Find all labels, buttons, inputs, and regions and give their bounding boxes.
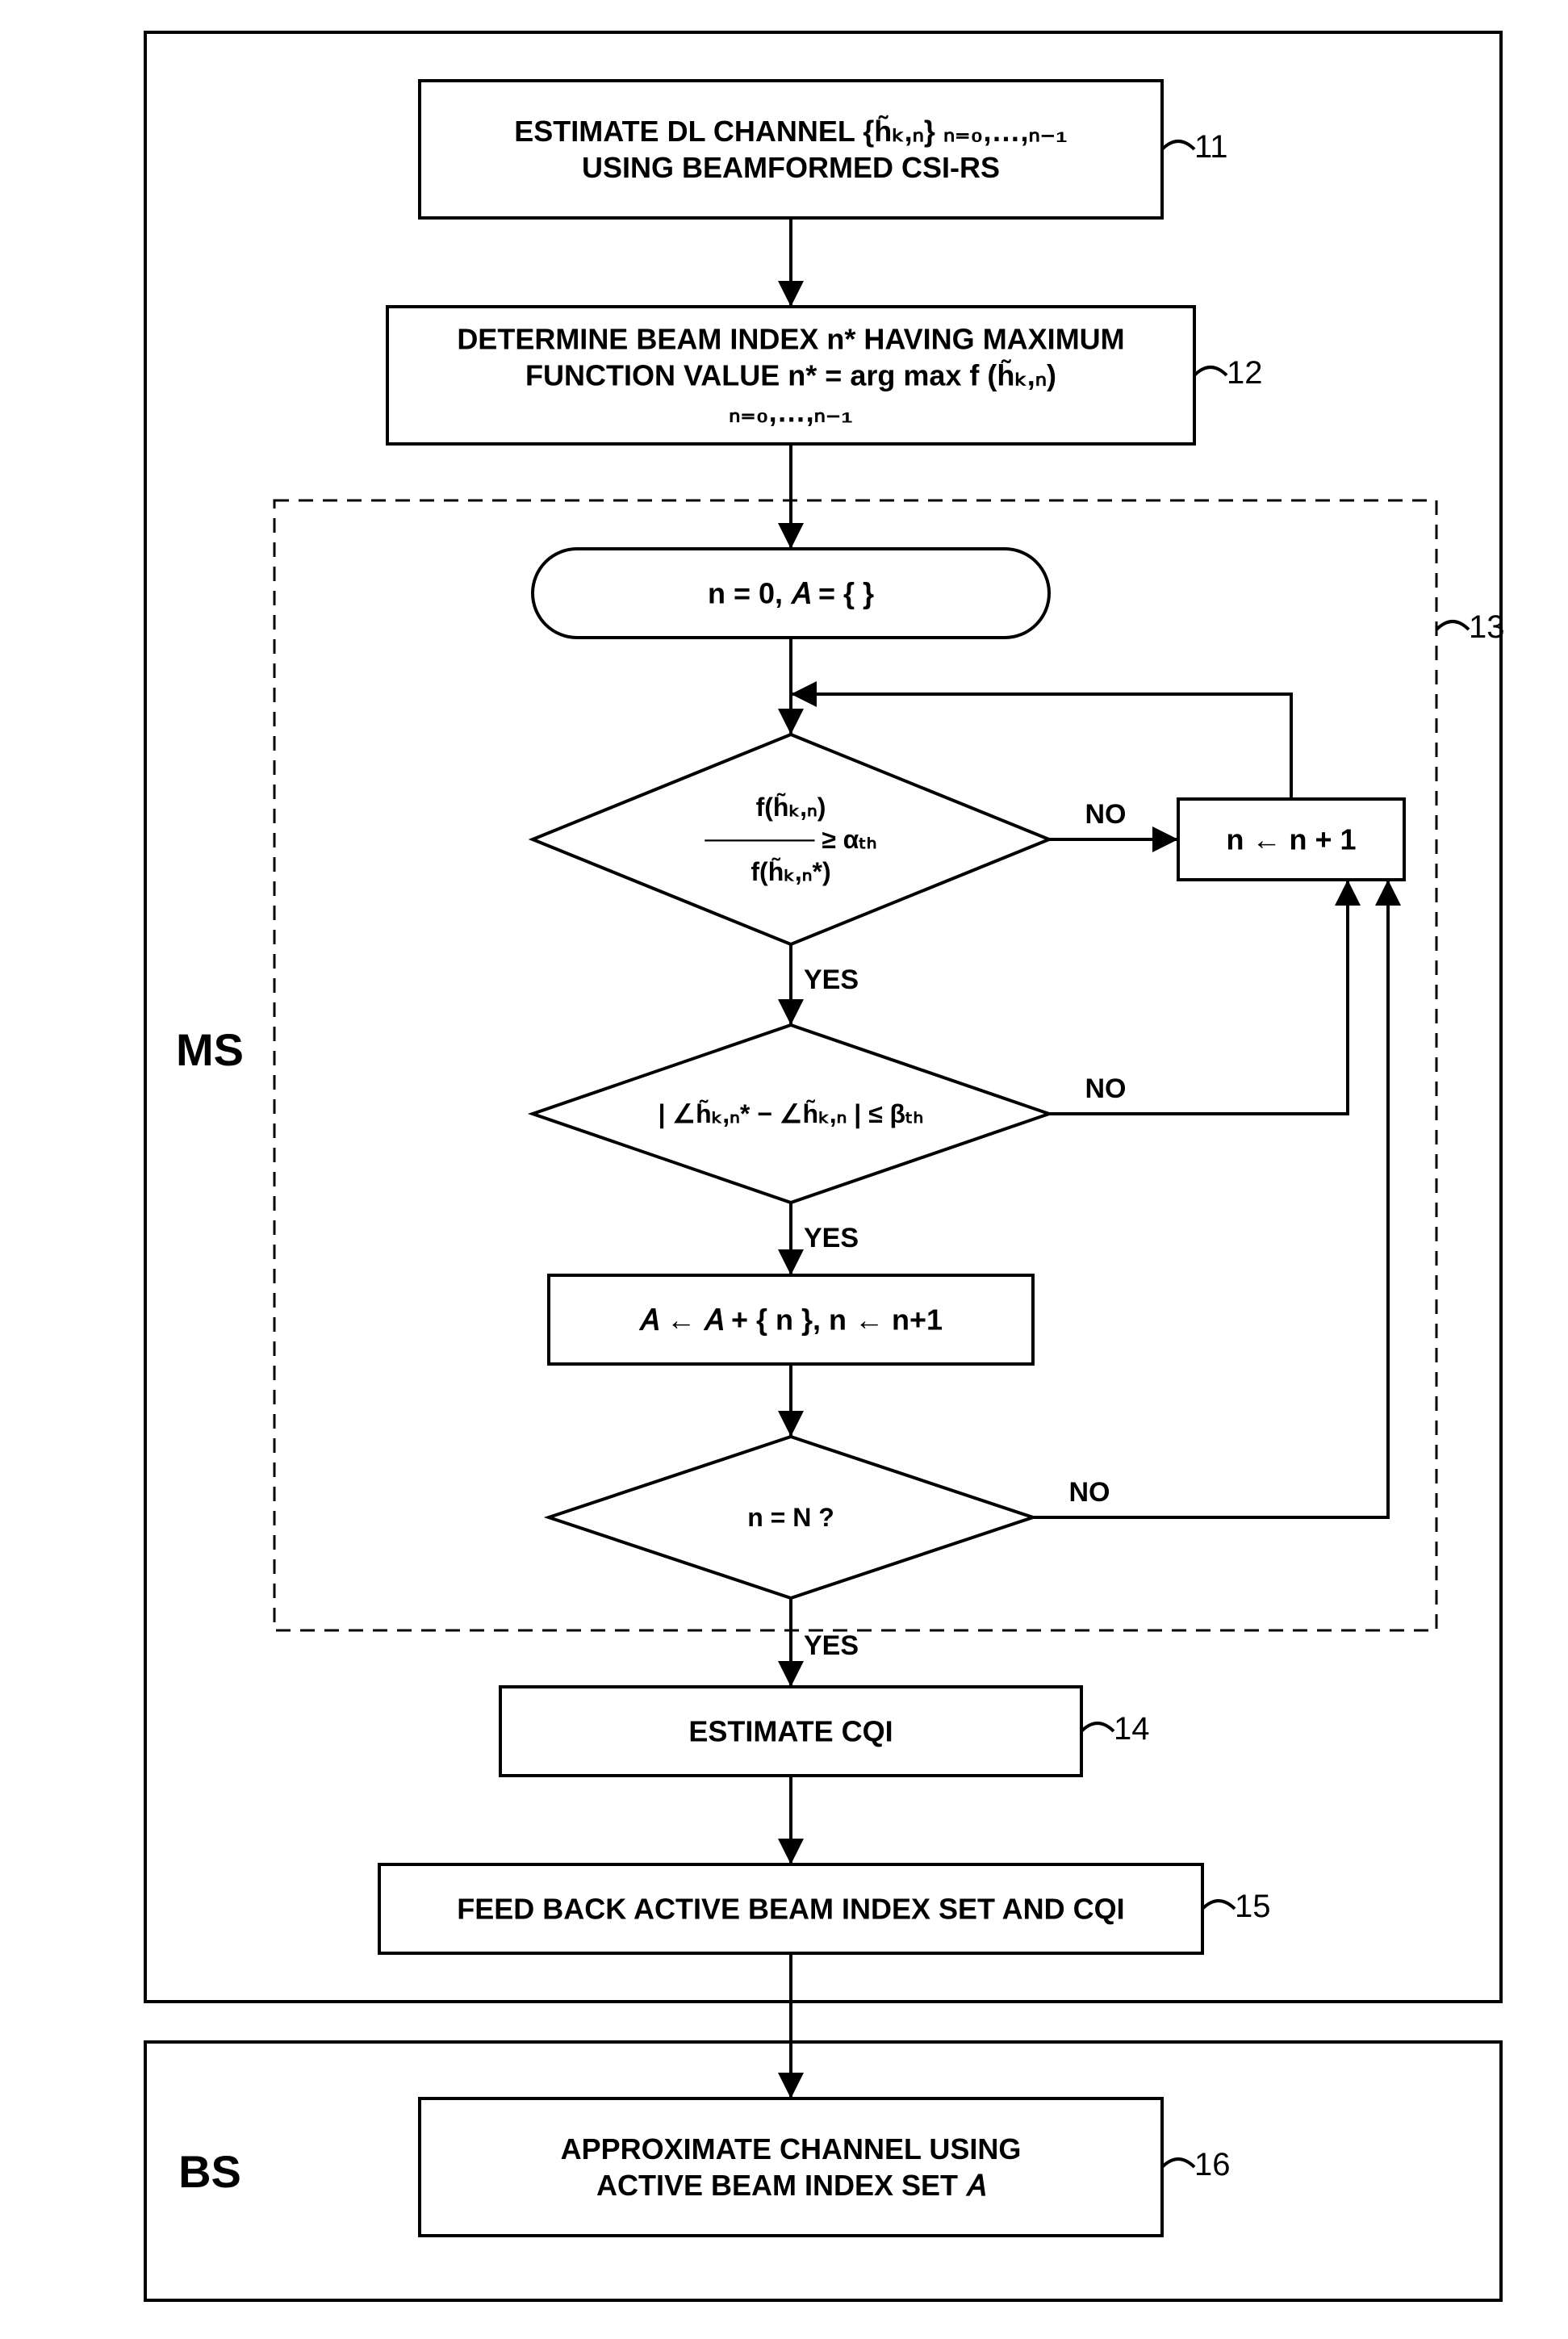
svg-text:DETERMINE BEAM INDEX n* HAVING: DETERMINE BEAM INDEX n* HAVING MAXIMUM [457, 323, 1124, 356]
svg-text:16: 16 [1194, 2147, 1231, 2182]
svg-text:n = 0, 𝐴 = { }: n = 0, 𝐴 = { } [708, 577, 874, 610]
svg-text:FEED BACK ACTIVE BEAM INDEX SE: FEED BACK ACTIVE BEAM INDEX SET AND CQI [457, 1893, 1124, 1926]
svg-text:ESTIMATE DL CHANNEL {h̃ₖ,ₙ} ₙ₌: ESTIMATE DL CHANNEL {h̃ₖ,ₙ} ₙ₌₀,…,ₙ₋₁ [514, 114, 1068, 148]
svg-text:| ∠h̃ₖ,ₙ* − ∠h̃ₖ,ₙ | ≤ βₜₕ: | ∠h̃ₖ,ₙ* − ∠h̃ₖ,ₙ | ≤ βₜₕ [659, 1099, 924, 1128]
svg-text:14: 14 [1114, 1711, 1150, 1747]
node-s11 [420, 81, 1162, 218]
svg-text:ₙ₌₀,…,ₙ₋₁: ₙ₌₀,…,ₙ₋₁ [729, 395, 853, 429]
svg-text:YES: YES [804, 1630, 859, 1661]
svg-text:12: 12 [1227, 355, 1263, 391]
svg-text:────── ≥ αₜₕ: ────── ≥ αₜₕ [704, 825, 876, 854]
svg-text:YES: YES [804, 1223, 859, 1253]
svg-text:ACTIVE BEAM INDEX SET 𝐴: ACTIVE BEAM INDEX SET 𝐴 [596, 2169, 986, 2202]
svg-text:FUNCTION VALUE n* = arg max: FUNCTION VALUE n* = arg max f (h̃ₖ,ₙ) [525, 358, 1056, 392]
svg-text:f(h̃ₖ,ₙ*): f(h̃ₖ,ₙ*) [751, 857, 830, 886]
svg-text:NO: NO [1085, 799, 1127, 830]
side-label-ms: MS [176, 1024, 244, 1075]
svg-text:NO: NO [1085, 1073, 1127, 1104]
svg-text:YES: YES [804, 964, 859, 995]
svg-text:f(h̃ₖ,ₙ): f(h̃ₖ,ₙ) [756, 793, 826, 822]
svg-text:ESTIMATE CQI: ESTIMATE CQI [688, 1715, 893, 1748]
svg-text:𝐴 ← 𝐴 + { n }, n ← n+1: 𝐴 ← 𝐴 + { n }, n ← n+1 [638, 1303, 943, 1337]
svg-text:NO: NO [1069, 1477, 1110, 1508]
side-label-bs: BS [178, 2146, 241, 2197]
svg-text:APPROXIMATE CHANNEL USING: APPROXIMATE CHANNEL USING [561, 2132, 1022, 2165]
svg-text:n ← n + 1: n ← n + 1 [1226, 823, 1356, 856]
node-s16 [420, 2098, 1162, 2236]
svg-text:13: 13 [1469, 609, 1505, 645]
flowchart: MS BS ESTIMATE DL CHANNEL {h̃ₖ,ₙ} ₙ₌₀,…,ₙ₋… [0, 0, 1568, 2339]
svg-text:11: 11 [1194, 129, 1228, 165]
svg-text:USING BEAMFORMED CSI-RS: USING BEAMFORMED CSI-RS [582, 151, 1000, 184]
svg-text:n = N ?: n = N ? [747, 1503, 834, 1532]
svg-text:15: 15 [1235, 1889, 1271, 1924]
